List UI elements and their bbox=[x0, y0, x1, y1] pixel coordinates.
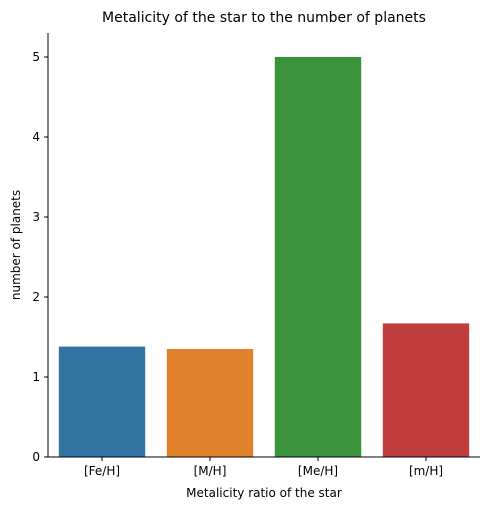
x-tick-label-1: [M/H] bbox=[194, 464, 227, 478]
bar-1 bbox=[166, 349, 254, 457]
x-tick-label-0: [Fe/H] bbox=[84, 464, 120, 478]
y-tick-label-1: 1 bbox=[32, 370, 40, 384]
plot-area bbox=[58, 57, 470, 457]
y-tick-label-3: 3 bbox=[32, 210, 40, 224]
y-tick-label-4: 4 bbox=[32, 130, 40, 144]
y-tick-label-5: 5 bbox=[32, 50, 40, 64]
x-axis-label: Metalicity ratio of the star bbox=[186, 486, 342, 500]
bar-0 bbox=[58, 346, 146, 457]
bar-2 bbox=[274, 57, 362, 457]
x-tick-label-2: [Me/H] bbox=[298, 464, 338, 478]
y-tick-label-0: 0 bbox=[32, 450, 40, 464]
y-axis-label: number of planets bbox=[9, 190, 23, 300]
x-tick-label-3: [m/H] bbox=[409, 464, 443, 478]
bar-3 bbox=[382, 323, 470, 457]
y-tick-label-2: 2 bbox=[32, 290, 40, 304]
chart-title: Metalicity of the star to the number of … bbox=[102, 10, 426, 26]
